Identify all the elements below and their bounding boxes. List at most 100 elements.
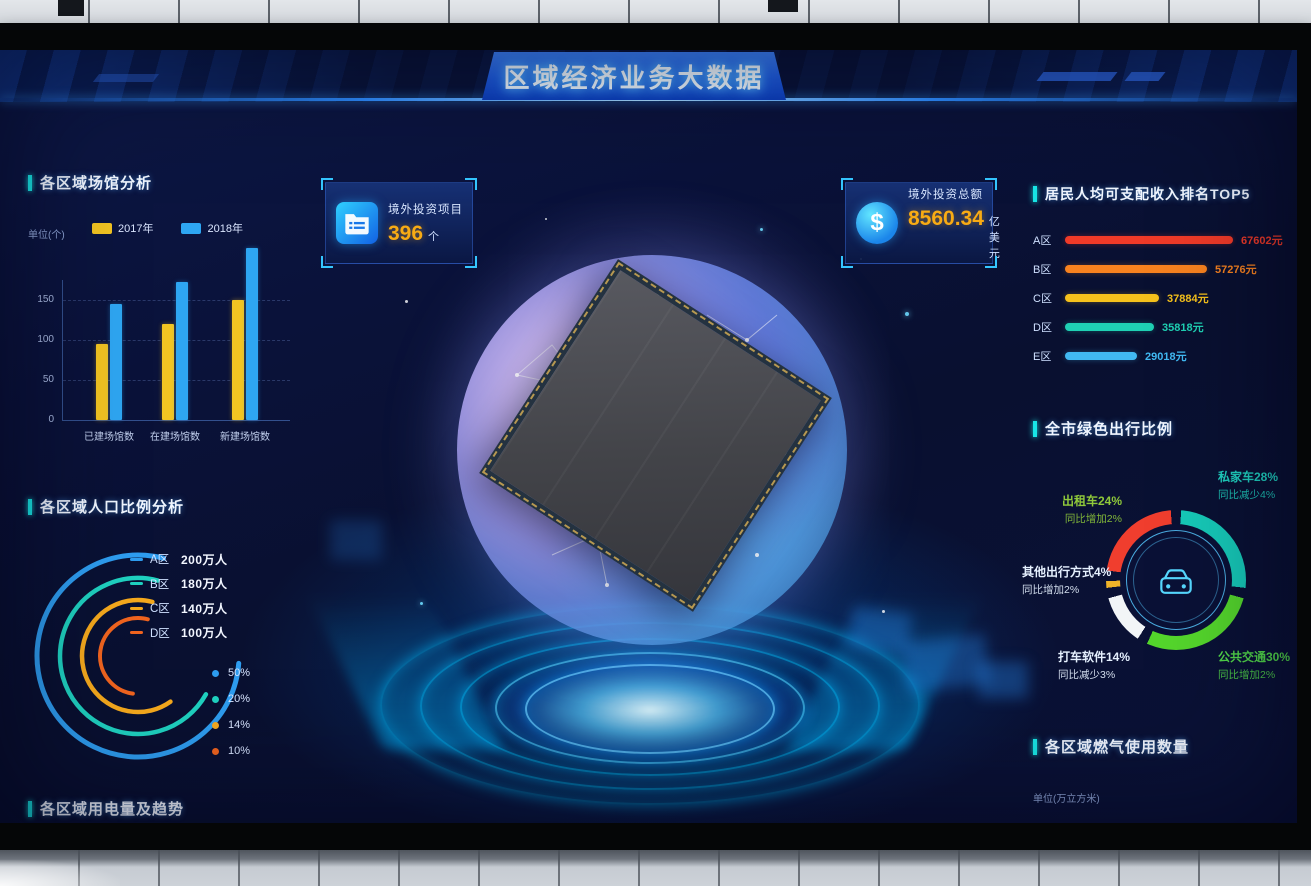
section-title: 居民人均可支配收入排名TOP5 <box>1045 186 1251 202</box>
wall-tiles-bottom <box>0 850 1311 886</box>
income-bar <box>1065 294 1159 302</box>
stat-label: 境外投资项目 <box>388 203 463 216</box>
travel-label-line2: 同比增加2% <box>1022 584 1080 597</box>
particle <box>420 602 423 605</box>
wall-tiles-top <box>0 0 1311 23</box>
region-value: 200万人 <box>181 552 228 567</box>
population-row: C区 140万人 <box>130 596 228 621</box>
population-row: B区 180万人 <box>130 572 228 597</box>
travel-label-line1: 公共交通30% <box>1218 650 1291 664</box>
population-list: A区 200万人 B区 180万人 C区 140万人 D区 100万人 <box>130 547 228 645</box>
y-tick: 100 <box>37 334 54 345</box>
car-icon <box>1160 569 1192 594</box>
income-row: A区 67602元 <box>1033 230 1283 250</box>
glow-fragment <box>902 633 990 693</box>
income-bar <box>1065 265 1207 273</box>
glow-fragment <box>330 520 382 560</box>
bar-2017 <box>96 344 108 420</box>
y-tick: 50 <box>42 374 54 385</box>
income-label: B区 <box>1033 264 1052 276</box>
income-value: 35818元 <box>1162 322 1204 334</box>
particle <box>905 312 909 316</box>
section-title: 各区域人口比例分析 <box>40 499 185 516</box>
travel-label-line1: 私家车28% <box>1218 470 1279 484</box>
section-marker <box>28 174 32 191</box>
income-bar <box>1065 352 1137 360</box>
dashboard-screen: 区域经济业务大数据 <box>0 50 1297 823</box>
section-marker <box>1033 186 1037 202</box>
glow-fragment <box>978 662 1028 698</box>
travel-label-line2: 同比减少3% <box>1058 669 1116 682</box>
stat-value: 8560.34 <box>908 206 984 230</box>
y-tick: 0 <box>48 414 54 425</box>
legend-value: 20% <box>228 693 251 705</box>
section-income-top5: 居民人均可支配收入排名TOP5 <box>1033 184 1250 204</box>
section-title: 全市绿色出行比例 <box>1045 421 1174 438</box>
region-value: 140万人 <box>181 601 228 616</box>
legend-row: 20% <box>212 686 250 712</box>
bar-2017 <box>232 300 244 420</box>
particle <box>760 228 763 231</box>
particle <box>405 300 408 303</box>
row-dash <box>130 606 143 610</box>
region-label: D区 <box>150 627 170 640</box>
y-axis <box>62 280 63 420</box>
section-marker <box>1033 738 1037 755</box>
region-label: A区 <box>150 554 170 567</box>
bar-2018 <box>246 248 258 420</box>
particle <box>882 610 885 613</box>
section-marker <box>28 498 32 515</box>
platform-core-glow <box>480 650 820 770</box>
legend-swatch-2018 <box>181 222 202 234</box>
travel-label-line2: 同比减少4% <box>1218 489 1276 502</box>
x-axis <box>62 420 290 421</box>
corner-bracket <box>841 178 853 190</box>
section-venue-analysis: 各区域场馆分析 <box>28 172 152 193</box>
stat-meta: 境外投资总额 8560.34 亿美元 <box>908 186 1000 261</box>
row-dash <box>130 557 143 561</box>
legend-value: 14% <box>228 719 251 731</box>
bar-2017 <box>162 324 174 420</box>
row-dash <box>130 582 143 586</box>
section-title: 各区域燃气使用数量 <box>1045 739 1190 756</box>
population-percent-legend: 50% 20% 14% 10% <box>212 660 250 764</box>
venue-chart-legend: 2017年 2018年 <box>92 220 243 236</box>
income-value: 57276元 <box>1215 264 1257 276</box>
header-accent <box>92 74 160 82</box>
legend-item-2017: 2017年 <box>92 220 153 236</box>
stat-value: 396 <box>388 221 424 245</box>
income-label: E区 <box>1033 351 1052 363</box>
x-label: 在建场馆数 <box>150 432 200 443</box>
legend-item-2018: 2018年 <box>181 220 243 236</box>
legend-value: 50% <box>228 667 251 679</box>
section-gas-usage: 各区域燃气使用数量 <box>1033 736 1189 757</box>
corner-bracket <box>465 256 477 268</box>
income-value: 29018元 <box>1145 351 1187 363</box>
bar-group <box>162 282 188 420</box>
venue-bar-chart: 150 100 50 0 已建场馆数 在建场馆数 新建场馆数 <box>0 246 310 456</box>
section-marker <box>28 800 32 817</box>
travel-label-private-car: 私家车28% 同比减少4% <box>1218 468 1278 504</box>
header-accent <box>1124 72 1166 81</box>
income-value: 67602元 <box>1241 235 1283 247</box>
x-label: 新建场馆数 <box>220 432 270 443</box>
travel-label-taxi: 出租车24% 同比增加2% <box>1030 492 1122 528</box>
travel-label-line1: 其他出行方式4% <box>1022 565 1112 579</box>
corner-bracket <box>321 256 333 268</box>
legend-swatch-2017 <box>92 222 112 234</box>
travel-label-other: 其他出行方式4% 同比增加2% <box>1022 563 1111 599</box>
legend-label: 2017年 <box>118 223 154 235</box>
monitor-bezel: 区域经济业务大数据 <box>0 23 1311 850</box>
bar-2018 <box>176 282 188 420</box>
legend-dot <box>212 695 219 703</box>
section-electricity: 各区域用电量及趋势 <box>28 798 184 819</box>
corner-bracket <box>841 256 853 268</box>
travel-label-line2: 同比增加2% <box>1218 669 1276 682</box>
inner-ring <box>1126 530 1226 630</box>
region-label: B区 <box>150 578 170 591</box>
income-value: 37884元 <box>1167 293 1209 305</box>
income-row: E区 29018元 <box>1033 346 1187 366</box>
stat-unit: 个 <box>428 230 440 243</box>
travel-donut-chart <box>1106 510 1246 650</box>
region-value: 100万人 <box>181 626 228 641</box>
